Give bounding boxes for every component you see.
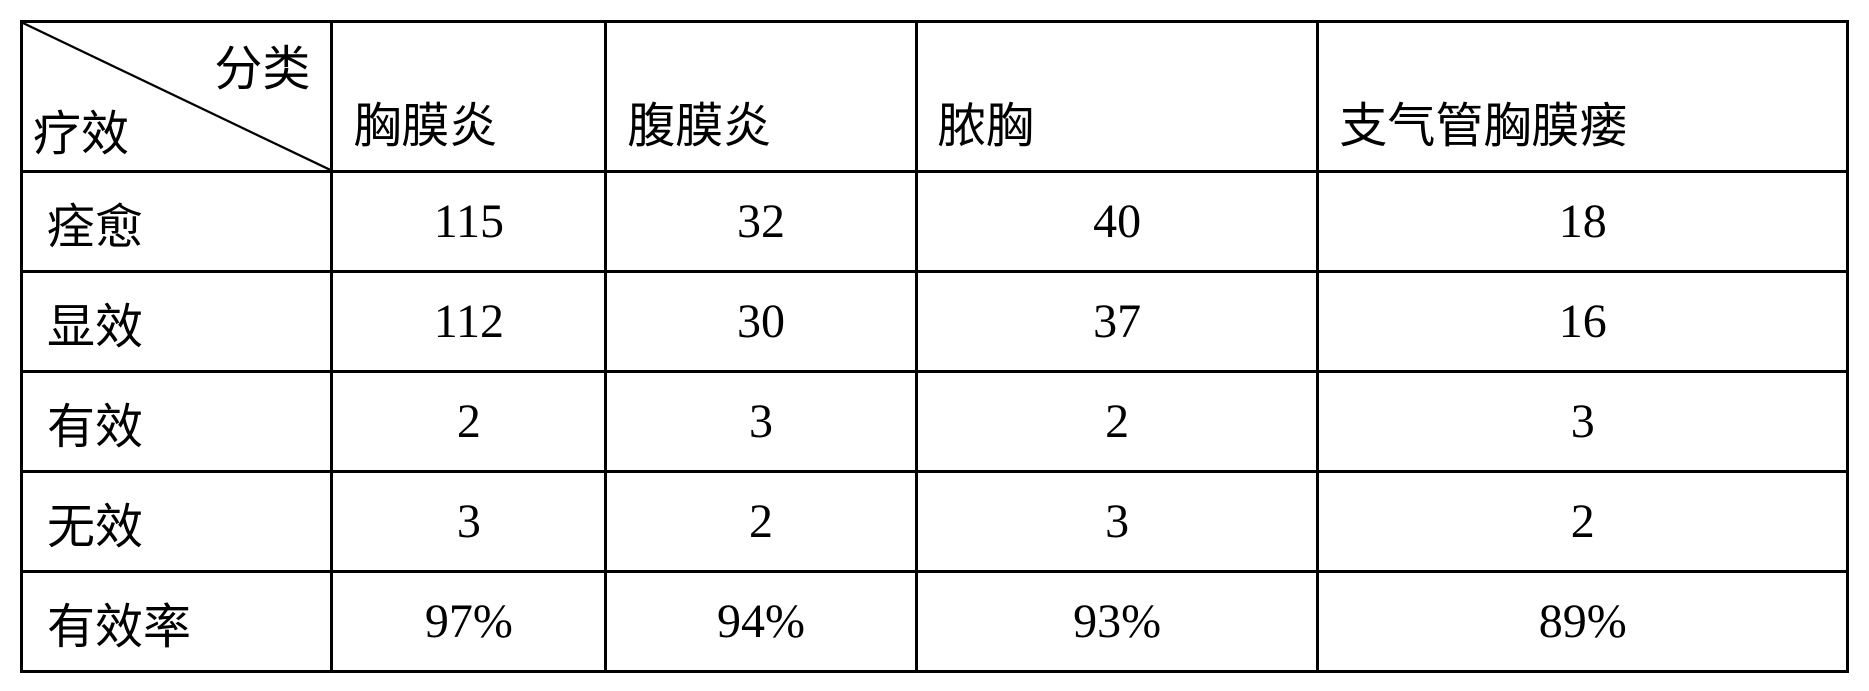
column-header: 腹膜炎 — [606, 22, 916, 172]
table-cell: 18 — [1318, 172, 1848, 272]
table-cell: 97% — [332, 572, 606, 672]
table-cell: 37 — [916, 272, 1318, 372]
table-row: 痊愈 115 32 40 18 — [22, 172, 1848, 272]
table-cell: 112 — [332, 272, 606, 372]
table-cell: 2 — [1318, 472, 1848, 572]
diagonal-header-cell: 分类 疗效 — [22, 22, 332, 172]
table-row: 有效 2 3 2 3 — [22, 372, 1848, 472]
table-row: 无效 3 2 3 2 — [22, 472, 1848, 572]
table-cell: 3 — [332, 472, 606, 572]
table-cell: 3 — [606, 372, 916, 472]
efficacy-table: 分类 疗效 胸膜炎 腹膜炎 脓胸 支气管胸膜瘘 痊愈 115 32 40 18 … — [20, 20, 1849, 671]
table-cell: 89% — [1318, 572, 1848, 672]
table-cell: 94% — [606, 572, 916, 672]
column-header: 脓胸 — [916, 22, 1318, 172]
table-cell: 32 — [606, 172, 916, 272]
table-row: 显效 112 30 37 16 — [22, 272, 1848, 372]
column-header: 支气管胸膜瘘 — [1318, 22, 1848, 172]
row-label: 有效 — [22, 372, 332, 472]
row-label: 有效率 — [22, 572, 332, 672]
table-cell: 3 — [916, 472, 1318, 572]
table-header-row: 分类 疗效 胸膜炎 腹膜炎 脓胸 支气管胸膜瘘 — [22, 22, 1848, 172]
table-row: 有效率 97% 94% 93% 89% — [22, 572, 1848, 672]
table: 分类 疗效 胸膜炎 腹膜炎 脓胸 支气管胸膜瘘 痊愈 115 32 40 18 … — [20, 20, 1849, 673]
table-cell: 2 — [606, 472, 916, 572]
row-label: 无效 — [22, 472, 332, 572]
table-cell: 40 — [916, 172, 1318, 272]
table-cell: 115 — [332, 172, 606, 272]
table-cell: 2 — [332, 372, 606, 472]
table-cell: 93% — [916, 572, 1318, 672]
row-label: 显效 — [22, 272, 332, 372]
diagonal-bottom-label: 疗效 — [33, 94, 129, 164]
table-cell: 3 — [1318, 372, 1848, 472]
row-label: 痊愈 — [22, 172, 332, 272]
table-cell: 16 — [1318, 272, 1848, 372]
table-cell: 30 — [606, 272, 916, 372]
diagonal-top-label: 分类 — [214, 29, 310, 99]
table-cell: 2 — [916, 372, 1318, 472]
column-header: 胸膜炎 — [332, 22, 606, 172]
